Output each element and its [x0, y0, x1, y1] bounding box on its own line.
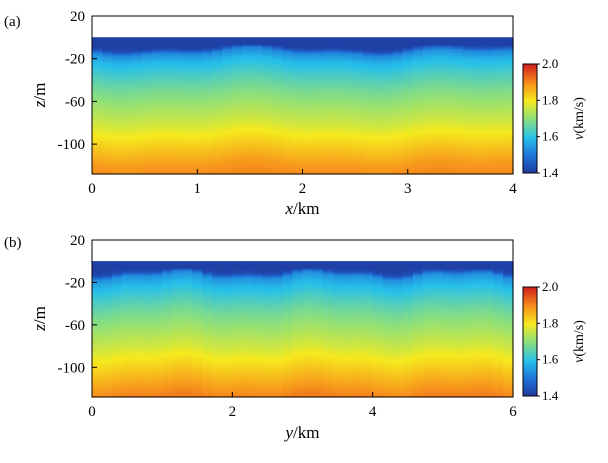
- panel-a: (a) 0 1 2 3 4 20 -20 -60 -100 x/km z/m 2.0 1.8 1.…: [4, 9, 587, 218]
- y-tick-label: -20: [65, 52, 85, 68]
- x-tick-label: 2: [299, 181, 307, 197]
- y-tick-label: -60: [65, 94, 85, 110]
- colorbar-tick-label: 1.6: [542, 129, 559, 144]
- colorbar-tick-label: 1.8: [542, 92, 558, 107]
- panel-b-heatmap: [92, 261, 514, 397]
- panel-a-colorbar-label: v(km/s): [572, 97, 587, 140]
- panel-b-label: (b): [4, 235, 22, 251]
- panel-a-y-ticks: 20 -20 -60 -100: [58, 9, 98, 153]
- panel-a-y-axis-label: z/m: [30, 83, 49, 109]
- x-tick-label: 4: [509, 181, 517, 197]
- y-tick-label: 20: [70, 9, 85, 25]
- colorbar-tick-label: 2.0: [542, 56, 558, 71]
- panel-a-colorbar-unit: (km/s): [572, 97, 587, 134]
- panel-a-label: (a): [4, 14, 21, 30]
- x-tick-label: 1: [194, 181, 202, 197]
- panel-a-heatmap: [92, 37, 514, 174]
- panel-a-x-unit: /km: [293, 199, 319, 218]
- panel-a-colorbar-bar: [523, 64, 537, 173]
- x-tick-label: 0: [88, 181, 96, 197]
- panel-a-colorbar-ticks: 2.0 1.8 1.6 1.4: [537, 56, 559, 180]
- panel-a-x-axis-label: x/km: [285, 199, 320, 218]
- panel-a-y-unit: /m: [30, 83, 49, 101]
- x-tick-label: 3: [404, 181, 412, 197]
- surface-layer: [92, 37, 513, 44]
- panel-a-colorbar: 2.0 1.8 1.6 1.4 v(km/s): [523, 56, 587, 180]
- y-tick-label: -100: [58, 137, 86, 153]
- colorbar-tick-label: 1.4: [542, 165, 559, 180]
